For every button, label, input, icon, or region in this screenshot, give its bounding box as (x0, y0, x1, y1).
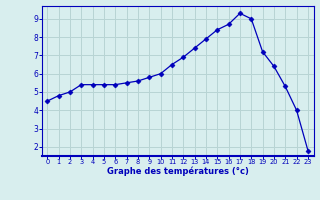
X-axis label: Graphe des températures (°c): Graphe des températures (°c) (107, 167, 249, 176)
